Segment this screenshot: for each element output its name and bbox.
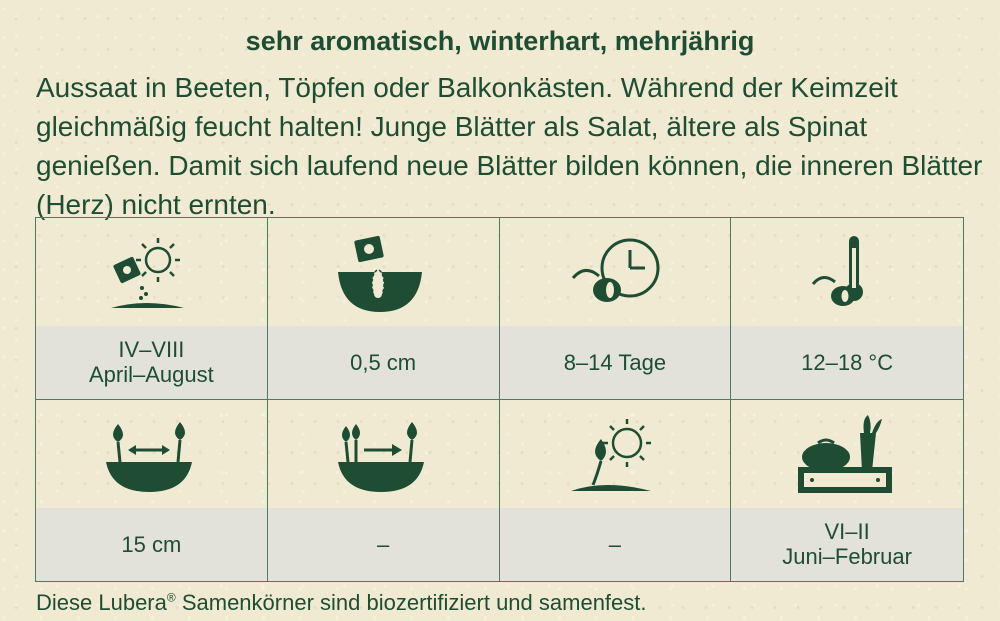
cell-label-line1: –	[608, 531, 621, 557]
footer-note: Diese Lubera® Samenkörner sind biozertif…	[36, 590, 647, 616]
cell-sowing-depth: 0,5 cm	[267, 218, 500, 400]
footer-prefix: Diese Lubera	[36, 590, 167, 615]
cell-label-line1: VI–II	[824, 519, 870, 545]
cell-germination-time: 8–14 Tage	[499, 218, 732, 400]
description-text: Aussaat in Beeten, Töpfen oder Balkonkäs…	[36, 72, 983, 220]
row-spacing-icon	[338, 421, 425, 492]
cell-planting-time: –	[499, 399, 732, 581]
footer-suffix: Samenkörner sind biozertifiziert und sam…	[175, 590, 647, 615]
cell-label-line2: Juni–Februar	[782, 544, 912, 570]
cell-label-line1: 15 cm	[121, 531, 182, 557]
plant-spacing-icon	[106, 421, 193, 492]
cell-plant-spacing: 15 cm	[36, 399, 268, 581]
germination-time-icon	[571, 238, 660, 302]
cell-label-line1: –	[377, 531, 390, 557]
registered-mark: ®	[166, 590, 176, 605]
germination-temperature-icon	[811, 235, 864, 306]
cell-label-line1: 0,5 cm	[350, 349, 417, 375]
cell-label-line2: April–August	[89, 362, 214, 388]
planting-sun-icon	[570, 418, 651, 491]
cell-harvest-time: VI–II Juni–Februar	[731, 400, 963, 581]
page-heading: sehr aromatisch, winterhart, mehrjährig	[245, 26, 755, 56]
cell-label-line1: 8–14 Tage	[563, 349, 667, 375]
info-grid: IV–VIII April–August 0,5 cm	[35, 217, 964, 582]
cell-label-line1: IV–VIII	[118, 337, 185, 363]
harvest-crate-icon	[798, 414, 893, 493]
cell-germination-temperature: 12–18 °C	[731, 218, 963, 400]
cell-row-spacing: –	[267, 399, 500, 581]
sowing-sun-icon	[111, 238, 185, 308]
sowing-depth-icon	[338, 235, 423, 312]
cell-label-line1: 12–18 °C	[801, 349, 894, 375]
cell-sowing-time: IV–VIII April–August	[36, 218, 268, 400]
